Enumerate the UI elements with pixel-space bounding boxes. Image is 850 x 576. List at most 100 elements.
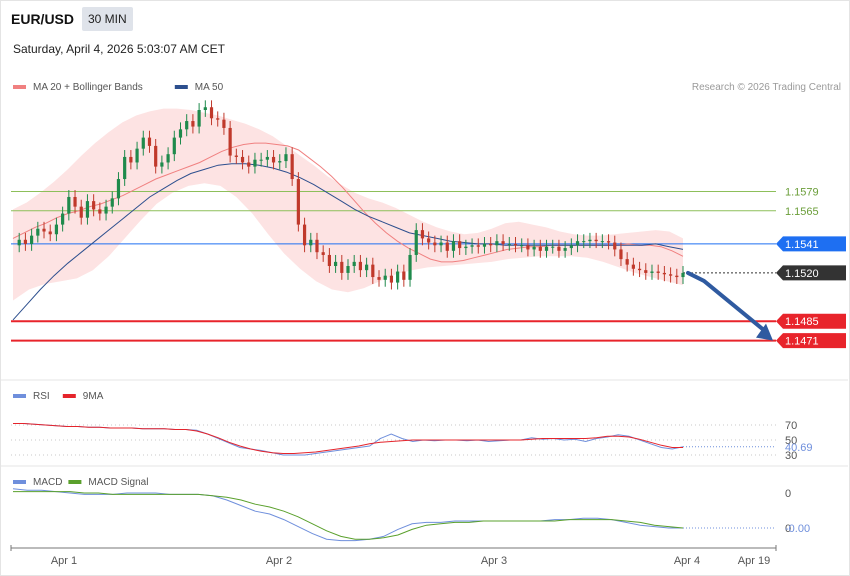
- candle-body: [371, 264, 375, 278]
- candle-body: [290, 154, 294, 180]
- candle-body: [315, 239, 319, 253]
- level-label: 1.1541: [785, 239, 819, 251]
- candle-body: [296, 179, 300, 225]
- candle-body: [284, 154, 288, 162]
- legend-label: MA 50: [195, 82, 224, 93]
- candle-body: [42, 228, 46, 232]
- legend-swatch: [13, 394, 26, 398]
- candle-body: [346, 266, 350, 273]
- symbol-title: EUR/USD: [11, 11, 75, 27]
- chart-datetime: Saturday, April 4, 2026 5:03:07 AM CET: [13, 42, 225, 56]
- candle-body: [92, 201, 96, 210]
- candle-body: [141, 137, 145, 149]
- level-label: 1.1565: [785, 206, 819, 218]
- candle-body: [433, 242, 437, 246]
- bollinger-band-layer: [13, 108, 683, 301]
- candle-body: [333, 261, 338, 267]
- candle-body: [23, 239, 28, 244]
- candle-body: [160, 162, 164, 167]
- macd-last-value: -0.00: [785, 523, 810, 535]
- candle-body: [544, 246, 549, 251]
- candle-body: [408, 254, 412, 280]
- level-label: 1.1471: [785, 336, 819, 348]
- candle-body: [551, 246, 555, 248]
- candle-body: [48, 231, 52, 235]
- candle-body: [321, 252, 325, 255]
- candle-body: [513, 243, 518, 246]
- candle-body: [631, 264, 635, 269]
- candle-body: [569, 245, 573, 249]
- candle-body: [191, 121, 195, 127]
- legend-swatch: [68, 480, 82, 484]
- legend-label: MACD Signal: [88, 477, 148, 488]
- candle-body: [414, 230, 418, 255]
- candle-body: [327, 254, 331, 267]
- candle-body: [209, 107, 214, 119]
- candle-body: [383, 275, 387, 280]
- legends-layer: MA 20 + Bollinger Bands MA 50 RSI 9MA MACD MA…: [13, 82, 224, 488]
- level-label: 1.1485: [785, 316, 819, 328]
- macd-signal-line: [13, 491, 684, 540]
- candle-body: [427, 238, 431, 243]
- candle-body: [265, 156, 269, 160]
- candle-body: [116, 179, 121, 199]
- candle-body: [489, 243, 493, 246]
- time-axis-tick-label: Apr 2: [266, 555, 292, 567]
- candle-body: [606, 241, 611, 243]
- candle-body: [476, 245, 480, 247]
- candle-body: [166, 154, 170, 163]
- level-label: 1.1520: [785, 268, 819, 280]
- candle-body: [501, 241, 505, 244]
- candle-body: [135, 148, 139, 163]
- candle-body: [470, 245, 474, 247]
- time-axis: Apr 1 Apr 2 Apr 3 Apr 4 Apr 19: [10, 545, 777, 567]
- candle-body: [451, 241, 456, 251]
- candle-body: [377, 277, 381, 280]
- bollinger-band: [13, 108, 683, 301]
- candle-body: [17, 239, 21, 246]
- candle-body: [637, 268, 642, 271]
- candle-body: [228, 127, 232, 156]
- candles-layer: [17, 100, 685, 290]
- price-levels-layer: [11, 190, 776, 342]
- timeframe-badge[interactable]: 30 MIN: [82, 7, 133, 31]
- candle-body: [197, 110, 201, 127]
- candle-body: [154, 145, 158, 167]
- level-tag: [776, 313, 846, 329]
- candle-body: [495, 241, 499, 246]
- candle-body: [85, 201, 90, 218]
- legend-swatch: [62, 394, 76, 398]
- candle-body: [222, 119, 226, 128]
- candle-body: [464, 246, 468, 249]
- candle-body: [302, 224, 307, 246]
- candle-body: [61, 213, 65, 225]
- candle-body: [662, 272, 666, 275]
- candle-body: [650, 271, 654, 273]
- rsi-ma-line: [13, 423, 683, 454]
- price-level-labels: 1.1579 1.1565 1.1541 1.1520 1.1485 1.1471: [776, 186, 846, 349]
- level-tag: [776, 265, 846, 281]
- candle-body: [445, 242, 449, 251]
- candle-body: [216, 118, 220, 120]
- copyright-text: Research © 2026 Trading Central: [692, 82, 841, 93]
- candle-body: [309, 239, 313, 246]
- candle-body: [365, 264, 369, 271]
- legend-swatch: [13, 85, 26, 89]
- candle-body: [507, 243, 511, 245]
- candle-body: [247, 162, 251, 167]
- candle-body: [656, 271, 660, 273]
- candle-body: [582, 241, 586, 243]
- macd-tick-label: 0: [785, 488, 791, 500]
- candle-body: [675, 275, 679, 278]
- time-axis-tick-label: Apr 3: [481, 555, 507, 567]
- candle-body: [613, 242, 617, 250]
- candle-body: [30, 235, 34, 244]
- candle-body: [389, 275, 394, 283]
- candle-body: [526, 245, 530, 250]
- legend-label: RSI: [33, 391, 50, 402]
- candle-body: [98, 209, 102, 214]
- candle-body: [396, 271, 400, 283]
- candle-body: [668, 274, 673, 276]
